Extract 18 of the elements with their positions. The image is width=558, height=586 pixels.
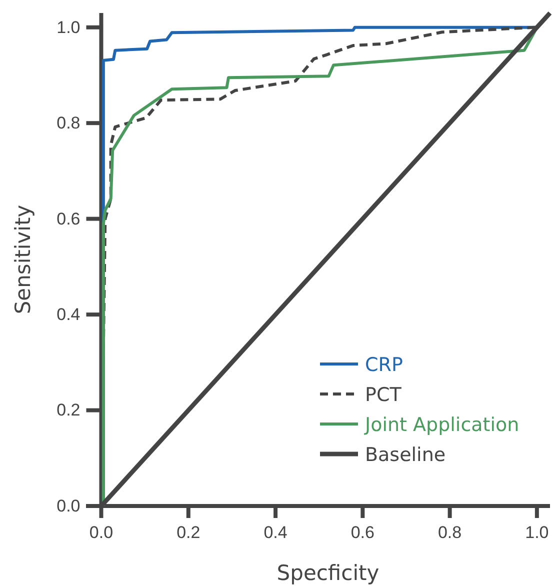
legend-label: Baseline	[365, 444, 446, 466]
x-tick-label: 1.0	[525, 523, 549, 542]
y-tick-label: 0.6	[56, 209, 80, 228]
x-tick-label: 0.0	[89, 523, 114, 542]
x-axis-title: Specficity	[276, 561, 380, 585]
y-tick-label: 1.0	[56, 18, 80, 37]
y-tick-label: 0.0	[56, 496, 80, 516]
x-tick-label: 0.6	[350, 523, 374, 542]
y-tick-label: 0.4	[56, 304, 80, 324]
y-tick-label: 0.8	[56, 114, 80, 133]
legend-label: Joint Application	[364, 414, 520, 436]
legend-label: PCT	[365, 384, 402, 406]
y-axis-title: Sensitivity	[11, 204, 35, 314]
x-tick-label: 0.2	[176, 523, 200, 542]
legend-label: CRP	[365, 354, 403, 376]
x-tick-label: 0.8	[438, 523, 462, 542]
x-tick-label: 0.4	[264, 523, 288, 542]
y-tick-label: 0.2	[56, 400, 80, 420]
